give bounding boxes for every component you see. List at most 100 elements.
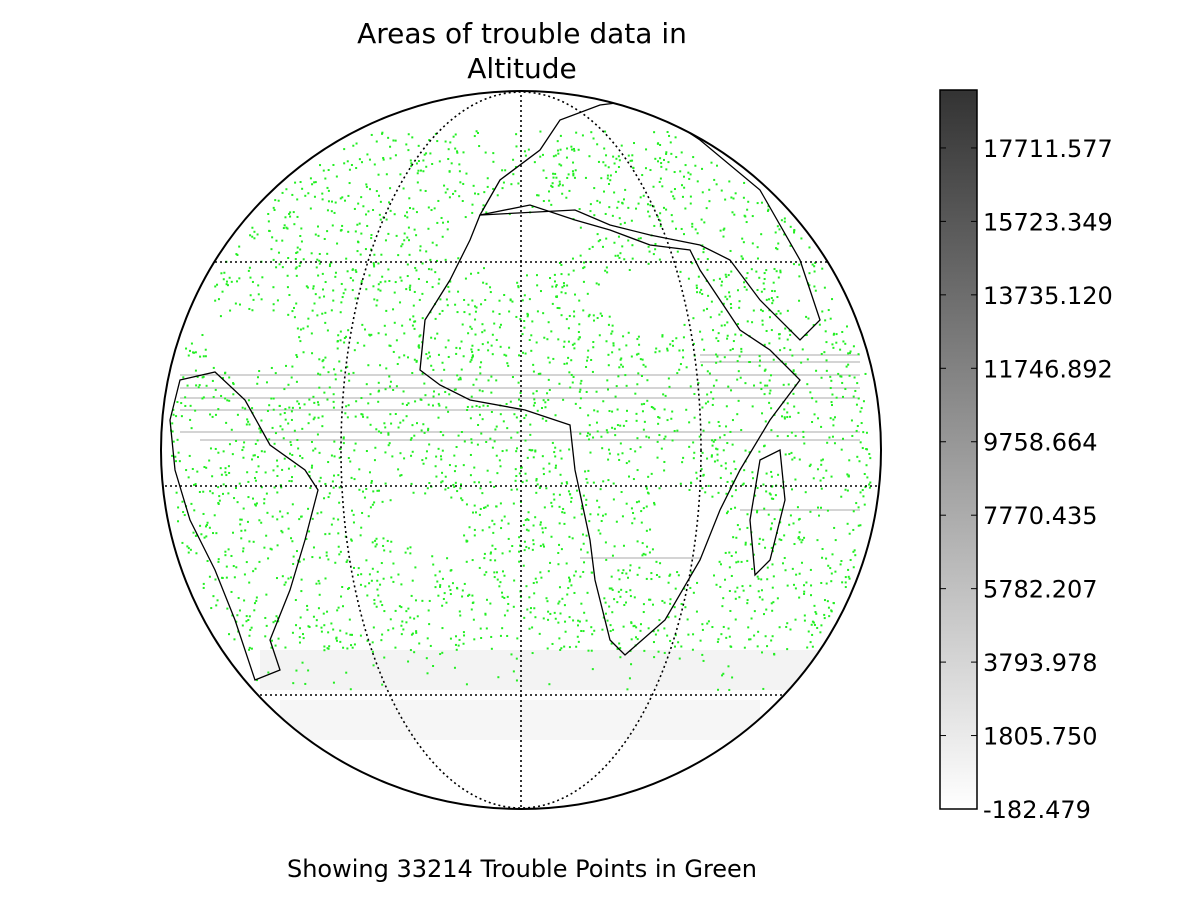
trouble-point <box>633 517 636 520</box>
trouble-point <box>807 630 810 633</box>
trouble-point <box>353 207 356 210</box>
trouble-point <box>213 514 216 517</box>
trouble-point <box>572 172 575 175</box>
trouble-point <box>809 510 812 513</box>
trouble-point <box>235 439 238 442</box>
trouble-point <box>370 333 373 336</box>
trouble-point <box>748 638 751 641</box>
trouble-point <box>723 227 726 230</box>
trouble-point <box>823 617 826 620</box>
trouble-point <box>265 593 268 596</box>
trouble-point <box>314 181 317 184</box>
trouble-point <box>861 447 864 450</box>
trouble-point <box>742 196 745 199</box>
trouble-point <box>381 132 384 135</box>
trouble-point <box>532 524 535 527</box>
trouble-point <box>296 400 299 403</box>
trouble-point <box>727 385 730 388</box>
trouble-point <box>479 627 482 630</box>
trouble-point <box>390 540 393 543</box>
trouble-point <box>364 328 367 331</box>
trouble-point <box>477 271 480 274</box>
trouble-point <box>562 282 565 285</box>
trouble-point <box>581 505 584 508</box>
trouble-point <box>721 280 724 283</box>
trouble-point <box>667 616 670 619</box>
trouble-point <box>592 436 595 439</box>
trouble-point <box>244 529 247 532</box>
trouble-point <box>284 646 287 649</box>
trouble-point <box>279 425 282 428</box>
trouble-point <box>379 218 382 221</box>
trouble-point <box>591 571 594 574</box>
trouble-point <box>607 364 610 367</box>
trouble-point <box>249 276 252 279</box>
trouble-point <box>324 311 327 314</box>
trouble-point <box>706 370 709 373</box>
trouble-point <box>357 241 360 244</box>
trouble-point <box>220 272 223 275</box>
trouble-point <box>540 576 543 579</box>
trouble-point <box>729 430 732 433</box>
trouble-point <box>360 573 363 576</box>
trouble-point <box>665 208 668 211</box>
trouble-point <box>448 290 451 293</box>
trouble-point <box>382 544 385 547</box>
trouble-point <box>514 468 517 471</box>
trouble-point <box>517 381 520 384</box>
trouble-point <box>852 345 855 348</box>
trouble-point <box>706 393 709 396</box>
trouble-point <box>225 283 228 286</box>
trouble-point <box>267 220 270 223</box>
trouble-point <box>595 390 598 393</box>
trouble-point <box>493 571 496 574</box>
trouble-point <box>810 594 813 597</box>
trouble-point <box>681 195 684 198</box>
trouble-point <box>676 571 679 574</box>
trouble-point <box>513 413 516 416</box>
trouble-point <box>372 262 375 265</box>
trouble-point <box>862 431 865 434</box>
trouble-point <box>570 359 573 362</box>
trouble-point <box>846 489 849 492</box>
trouble-point <box>707 484 710 487</box>
trouble-point <box>345 405 348 408</box>
trouble-point <box>657 142 660 145</box>
trouble-point <box>436 259 439 262</box>
trouble-point <box>560 314 563 317</box>
trouble-point <box>579 432 582 435</box>
trouble-point <box>741 257 744 260</box>
trouble-point <box>239 518 242 521</box>
trouble-point <box>445 298 448 301</box>
trouble-point <box>740 347 743 350</box>
trouble-point <box>405 415 408 418</box>
trouble-point <box>493 322 496 325</box>
trouble-point <box>745 288 748 291</box>
trouble-point <box>571 170 574 173</box>
trouble-point <box>637 335 640 338</box>
trouble-point <box>859 441 862 444</box>
trouble-point <box>345 257 348 260</box>
trouble-point <box>646 379 649 382</box>
trouble-point <box>346 559 349 562</box>
trouble-point <box>425 353 428 356</box>
trouble-point <box>659 562 662 565</box>
trouble-point <box>491 333 494 336</box>
trouble-point <box>211 475 214 478</box>
trouble-point <box>227 492 230 495</box>
trouble-point <box>390 422 393 425</box>
trouble-point <box>585 365 588 368</box>
trouble-point <box>808 246 811 249</box>
trouble-point <box>585 498 588 501</box>
trouble-point <box>427 227 430 230</box>
trouble-point <box>541 455 544 458</box>
trouble-point <box>284 418 287 421</box>
trouble-point <box>349 688 352 691</box>
trouble-point <box>764 368 767 371</box>
trouble-point <box>456 311 459 314</box>
trouble-point <box>331 480 334 483</box>
trouble-point <box>377 594 380 597</box>
trouble-point <box>343 162 346 165</box>
trouble-point <box>400 474 403 477</box>
trouble-point <box>463 440 466 443</box>
